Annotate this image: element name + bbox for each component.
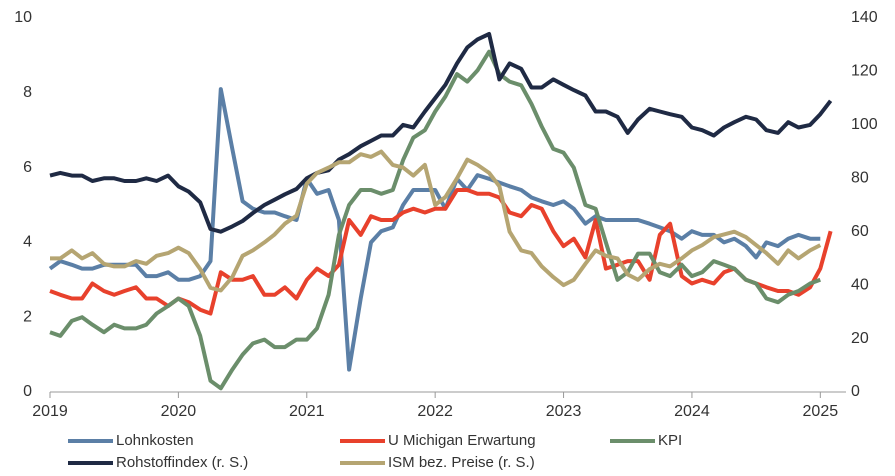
y2-tick-label: 20	[851, 330, 869, 347]
series-line	[48, 87, 821, 372]
y-tick-label: 8	[23, 84, 32, 101]
x-tick-label: 2023	[546, 403, 582, 420]
x-tick-label: 2022	[417, 403, 453, 420]
legend-label: U Michigan Erwartung	[388, 432, 536, 449]
y2-tick-label: 60	[851, 223, 869, 240]
series-line	[49, 32, 833, 234]
series-line	[49, 49, 821, 391]
y-tick-label: 0	[23, 383, 32, 400]
y2-tick-label: 80	[851, 170, 869, 187]
x-tick-label: 2021	[289, 403, 325, 420]
legend: Lohnkosten U Michigan Erwartung KPI Rohstof…	[68, 432, 682, 471]
y-tick-label: 10	[14, 9, 32, 26]
x-tick-label: 2019	[32, 403, 68, 420]
legend-label: ISM bez. Preise (r. S.)	[388, 454, 535, 471]
series-line	[50, 149, 822, 293]
legend-label: KPI	[658, 432, 682, 449]
y-tick-label: 2	[23, 308, 32, 325]
y2-tick-label: 120	[851, 63, 878, 80]
y2-tick-label: 40	[851, 276, 869, 293]
legend-label: Lohnkosten	[116, 432, 194, 449]
y2-tick-label: 140	[851, 9, 878, 26]
x-tick-label: 2025	[803, 403, 839, 420]
y-tick-label: 6	[23, 159, 32, 176]
y2-tick-label: 0	[851, 383, 860, 400]
x-tick-label: 2024	[674, 403, 710, 420]
y-tick-label: 4	[23, 234, 32, 251]
x-tick-label: 2020	[161, 403, 197, 420]
legend-label: Rohstoffindex (r. S.)	[116, 454, 248, 471]
y2-tick-label: 100	[851, 116, 878, 133]
